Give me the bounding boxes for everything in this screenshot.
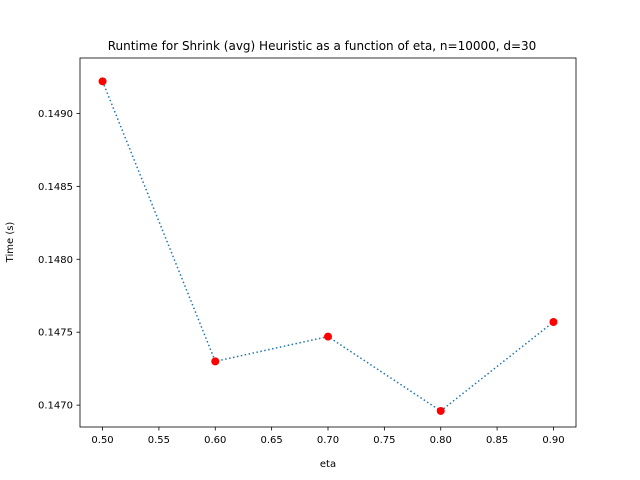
y-tick-label: 0.1485 — [38, 182, 73, 193]
data-point — [211, 357, 220, 366]
x-axis-label: eta — [320, 459, 336, 470]
data-point — [324, 332, 332, 341]
data-point — [98, 77, 107, 86]
y-axis: 0.1470 0.1475 0.1480 0.1485 0.1490 — [38, 109, 80, 412]
y-tick-label: 0.1480 — [38, 255, 73, 266]
series-line — [101, 81, 554, 412]
y-tick-label: 0.1490 — [38, 109, 73, 120]
data-point — [436, 406, 445, 415]
data-point — [549, 317, 558, 326]
chart-title: Runtime for Shrink (avg) Heuristic as a … — [108, 39, 537, 53]
x-tick-label: 0.70 — [317, 435, 339, 446]
x-tick-label: 0.75 — [373, 435, 395, 446]
plot-frame — [79, 57, 577, 428]
x-tick-label: 0.80 — [430, 435, 452, 446]
x-tick-label: 0.65 — [261, 435, 283, 446]
x-axis: 0.50 0.55 0.60 0.65 0.70 0.75 0.80 0.85 0.90 — [91, 427, 565, 446]
y-tick-label: 0.1470 — [38, 401, 73, 412]
x-tick-label: 0.55 — [148, 435, 170, 446]
x-tick-label: 0.60 — [204, 435, 226, 446]
x-tick-label: 0.90 — [542, 435, 564, 446]
x-tick-label: 0.85 — [486, 435, 508, 446]
y-tick-label: 0.1475 — [38, 328, 73, 339]
y-axis-label: Time (s) — [5, 222, 16, 264]
x-tick-label: 0.50 — [91, 435, 113, 446]
data-markers — [98, 77, 558, 415]
